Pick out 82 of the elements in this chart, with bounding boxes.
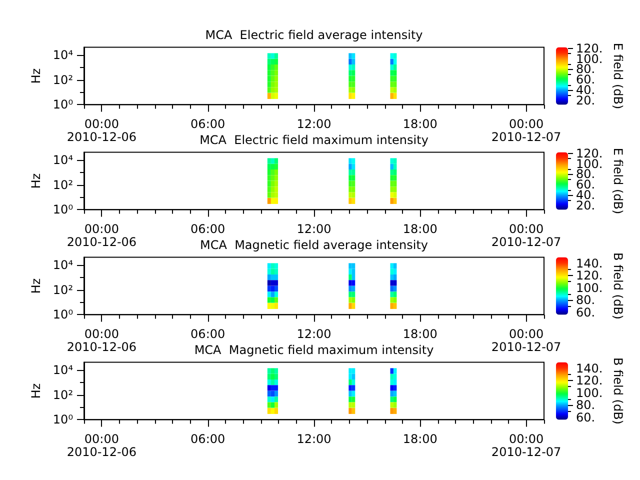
x-tick-label: 00:00 2010-12-06: [66, 327, 137, 354]
color-bar-label: 60.: [576, 305, 596, 320]
x-tick-label: 18:00: [402, 117, 438, 132]
color-bar-label: 140.: [576, 256, 603, 270]
point: [274, 268, 278, 274]
color-bar-title: B field (dB): [611, 252, 625, 320]
chart-title: MCA Magnetic field maximum intensity: [194, 343, 434, 357]
point: [274, 303, 278, 309]
chart-title: MCA Magnetic field average intensity: [200, 238, 428, 252]
y-tick-label: 10²: [52, 178, 74, 192]
color-bar-label: 120.: [576, 41, 603, 56]
y-tick-label: 10⁴: [52, 152, 74, 167]
color-bar-title: E field (dB): [611, 148, 625, 214]
point: [274, 396, 278, 402]
color-bar-title: B field (dB): [611, 358, 625, 424]
y-tick-label: 10²: [52, 388, 74, 402]
x-tick-label: 00:00 2010-12-06: [66, 117, 137, 144]
x-tick-label: 12:00: [296, 432, 332, 446]
point: [274, 186, 278, 192]
point: [274, 192, 278, 198]
y-tick-label: 10⁴: [52, 362, 74, 377]
point: [274, 280, 278, 286]
x-tick-label: 18:00: [402, 432, 438, 446]
y-axis-title: Hz: [29, 278, 43, 294]
color-bar-label: 20.: [576, 198, 596, 213]
point: [274, 70, 278, 76]
point: [274, 263, 278, 269]
color-bar-label: 140.: [576, 361, 603, 376]
y-tick-label: 10⁰: [52, 308, 74, 322]
x-tick-label: 00:00 2010-12-07: [491, 327, 562, 354]
point: [274, 297, 278, 303]
point: [274, 158, 278, 164]
point: [274, 368, 278, 374]
point: [274, 198, 278, 204]
x-tick-label: 12:00: [296, 222, 332, 236]
point: [274, 374, 278, 380]
color-bar-label: 20.: [576, 94, 596, 108]
point: [274, 292, 278, 298]
y-tick-label: 10⁰: [52, 412, 74, 427]
point: [274, 87, 278, 93]
color-bar-label: 100.: [576, 386, 603, 400]
y-axis-title: Hz: [29, 173, 43, 189]
color-bar-label: 100.: [576, 280, 603, 295]
y-axis-title: Hz: [29, 68, 43, 84]
x-tick-label: 00:00 2010-12-07: [491, 432, 562, 460]
x-tick-label: 12:00: [296, 117, 332, 132]
y-tick-label: 10²: [52, 282, 74, 297]
color-bar-label: 120.: [576, 268, 603, 283]
point: [274, 58, 278, 64]
y-tick-label: 10⁴: [52, 258, 74, 272]
x-tick-label: 12:00: [296, 327, 332, 342]
color-bar-label: 120.: [576, 374, 603, 388]
y-tick-label: 10²: [52, 72, 74, 87]
chart-title: MCA Electric field maximum intensity: [200, 133, 428, 147]
x-tick-label: 00:00 2010-12-06: [66, 222, 137, 250]
chart-title: MCA Electric field average intensity: [205, 28, 423, 42]
color-bar-label: 60.: [576, 410, 596, 424]
x-tick-label: 18:00: [402, 222, 438, 236]
color-bar-label: 120.: [576, 146, 603, 160]
y-tick-label: 10⁰: [52, 202, 74, 217]
x-tick-label: 00:00 2010-12-07: [491, 117, 562, 144]
x-tick-label: 06:00: [190, 432, 226, 446]
y-tick-label: 10⁰: [52, 98, 74, 112]
point: [274, 175, 278, 181]
x-tick-label: 06:00: [190, 327, 226, 342]
y-axis-title: Hz: [29, 383, 43, 399]
color-bar-title: E field (dB): [611, 42, 625, 110]
color-bar-label: 80.: [576, 398, 596, 412]
point: [274, 164, 278, 170]
y-tick-label: 10⁴: [52, 48, 74, 62]
x-tick-label: 00:00 2010-12-07: [491, 222, 562, 250]
point: [274, 385, 278, 391]
point: [274, 402, 278, 408]
point: [274, 408, 278, 414]
x-tick-label: 00:00 2010-12-06: [66, 432, 137, 460]
point: [274, 82, 278, 88]
point: [274, 53, 278, 59]
x-tick-label: 06:00: [190, 117, 226, 132]
x-tick-label: 18:00: [402, 327, 438, 342]
color-bar-label: 80.: [576, 293, 596, 308]
point: [274, 93, 278, 99]
x-tick-label: 06:00: [190, 222, 226, 236]
